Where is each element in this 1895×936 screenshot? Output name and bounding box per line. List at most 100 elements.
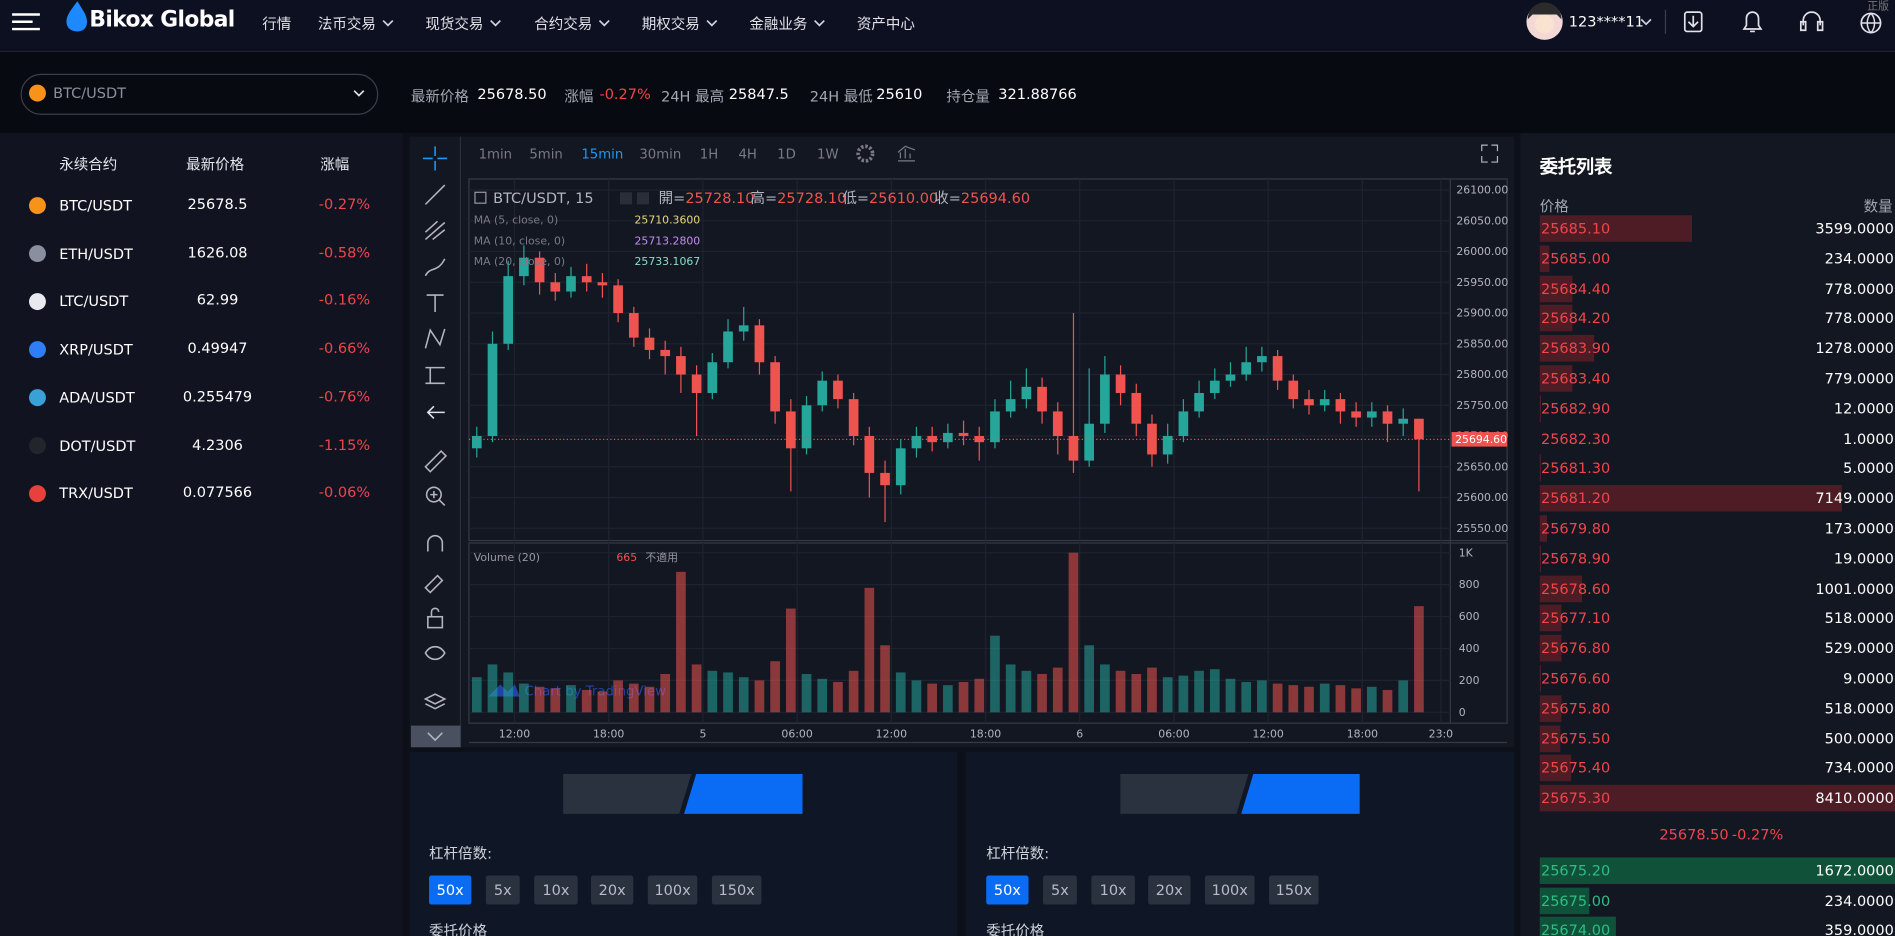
book-price[interactable]: 25675.20 (1540, 862, 1611, 880)
candle-body (644, 337, 655, 350)
zoom-handle[interactable] (430, 490, 446, 507)
candle-body (1272, 356, 1283, 381)
trade-tab[interactable]: 市价交易 (1279, 787, 1338, 805)
leverage-button[interactable]: 50x (429, 875, 472, 905)
timeframe[interactable]: 1min (479, 147, 512, 162)
book-price[interactable]: 25684.20 (1540, 310, 1611, 327)
market-row[interactable]: LTC/USDT 62.99 -0.16% (0, 282, 402, 321)
layers-tool[interactable] (423, 693, 447, 710)
market-row[interactable]: ADA/USDT 0.255479 -0.76% (0, 378, 402, 417)
book-price[interactable]: 25685.10 (1540, 220, 1611, 238)
lock-tool[interactable] (427, 615, 444, 629)
market-row[interactable]: ETH/USDT 1626.08 -0.58% (0, 234, 402, 273)
nav-item[interactable]: 资产中心 (857, 13, 915, 34)
volume-bar (817, 678, 828, 713)
leverage-button[interactable]: 5x (485, 875, 520, 905)
market-row[interactable]: DOT/USDT 4.2306 -1.15% (0, 426, 402, 465)
leverage-button[interactable]: 20x (591, 875, 634, 905)
book-price[interactable]: 25675.30 (1540, 789, 1611, 807)
market-row[interactable]: TRX/USDT 0.077566 -0.06% (0, 474, 402, 513)
candle-body (691, 374, 702, 393)
market-pair: ETH/USDT (59, 245, 133, 263)
book-price[interactable]: 25674.00 (1540, 921, 1611, 936)
volume-bar (723, 672, 733, 713)
candle-body (1351, 411, 1361, 418)
book-price[interactable]: 25683.40 (1540, 370, 1611, 387)
market-row[interactable]: XRP/USDT 0.49947 -0.66% (0, 330, 402, 369)
book-price[interactable]: 25675.80 (1540, 699, 1611, 717)
caret-path (490, 19, 501, 27)
book-price[interactable]: 25681.30 (1540, 460, 1611, 477)
book-price[interactable]: 25676.60 (1540, 669, 1611, 687)
book-price[interactable]: 25682.30 (1540, 430, 1611, 447)
nav-item[interactable]: 金融业务 (749, 13, 826, 34)
depth-bar (1539, 755, 1571, 782)
book-price[interactable]: 25678.90 (1540, 549, 1611, 567)
nav-item[interactable]: 行情 (262, 13, 291, 34)
leverage-button[interactable]: 10x (534, 875, 578, 905)
candle-body (613, 285, 623, 314)
trade-tab[interactable]: 市价交易 (722, 787, 781, 805)
book-price[interactable]: 25675.00 (1540, 891, 1611, 909)
stat-value: 25847.5 (728, 85, 789, 103)
trade-tab[interactable]: 限价交易 (1142, 787, 1201, 805)
y-tick-label: 1K (1459, 546, 1474, 559)
line-tool[interactable] (424, 184, 446, 205)
timeframe[interactable]: 30min (639, 147, 681, 162)
toggle-icon[interactable] (427, 732, 443, 742)
magnet-tool[interactable] (427, 535, 444, 552)
nav-item[interactable]: 现货交易 (425, 13, 502, 34)
volume-bar (1115, 670, 1126, 713)
leverage-button[interactable]: 100x (1204, 875, 1255, 905)
timeframe[interactable]: 4H (738, 147, 756, 162)
pair-selector[interactable] (20, 73, 379, 115)
fib-tool[interactable] (424, 220, 446, 241)
indicators-icon (897, 145, 916, 162)
measure-tool[interactable] (425, 366, 445, 385)
volume-bar (1335, 685, 1346, 713)
book-price[interactable]: 25685.00 (1540, 250, 1611, 268)
book-price[interactable]: 25675.50 (1540, 729, 1611, 747)
timeframe[interactable]: 5min (529, 147, 562, 162)
book-price[interactable]: 25678.60 (1540, 579, 1611, 597)
eye-tool[interactable] (424, 645, 446, 661)
book-quantity: 7149.0000 (1815, 489, 1894, 507)
lock-draw-tool[interactable] (424, 574, 444, 594)
timeframe[interactable]: 1W (817, 147, 839, 162)
leverage-button[interactable]: 5x (1043, 875, 1077, 905)
crosshair-tool[interactable] (423, 146, 448, 171)
leverage-button[interactable]: 150x (1269, 875, 1319, 905)
nav-item[interactable]: 合约交易 (534, 13, 611, 34)
candle-body (1225, 374, 1236, 381)
timeframe[interactable]: 15min (581, 147, 623, 162)
ruler-tool[interactable] (424, 449, 448, 473)
book-price[interactable]: 25679.80 (1540, 519, 1611, 537)
leverage-button[interactable]: 50x (986, 875, 1029, 905)
timeframe[interactable]: 1D (777, 147, 796, 162)
book-price[interactable]: 25684.40 (1540, 280, 1611, 297)
pattern-tool[interactable] (424, 328, 446, 349)
leverage-button[interactable]: 150x (711, 875, 762, 905)
trade-tab[interactable]: 限价交易 (584, 787, 643, 805)
book-price[interactable]: 25681.20 (1540, 489, 1611, 507)
book-price[interactable]: 25677.10 (1540, 609, 1611, 627)
book-price[interactable]: 25676.80 (1540, 639, 1611, 657)
timeframe[interactable]: 1H (700, 147, 718, 162)
brush-tool[interactable] (424, 258, 446, 277)
book-price[interactable]: 25682.90 (1540, 400, 1611, 417)
lock-shackle[interactable] (430, 607, 440, 617)
leverage-button[interactable]: 10x (1091, 875, 1135, 905)
market-panel (0, 133, 403, 936)
market-row[interactable]: BTC/USDT 25678.5 -0.27% (0, 186, 402, 225)
leverage-button[interactable]: 100x (647, 875, 698, 905)
nav-item[interactable]: 法币交易 (318, 13, 395, 34)
last-price-label: 25694.60 (1455, 433, 1507, 446)
leverage-button[interactable]: 20x (1148, 875, 1191, 905)
book-price[interactable]: 25675.40 (1540, 759, 1611, 777)
text-tool[interactable] (426, 294, 444, 312)
back-tool[interactable] (426, 405, 445, 419)
user-name[interactable]: 123****11 (1568, 13, 1644, 31)
nav-item[interactable]: 期权交易 (642, 13, 719, 34)
depth-bar (1539, 305, 1573, 332)
book-price[interactable]: 25683.90 (1540, 340, 1611, 357)
